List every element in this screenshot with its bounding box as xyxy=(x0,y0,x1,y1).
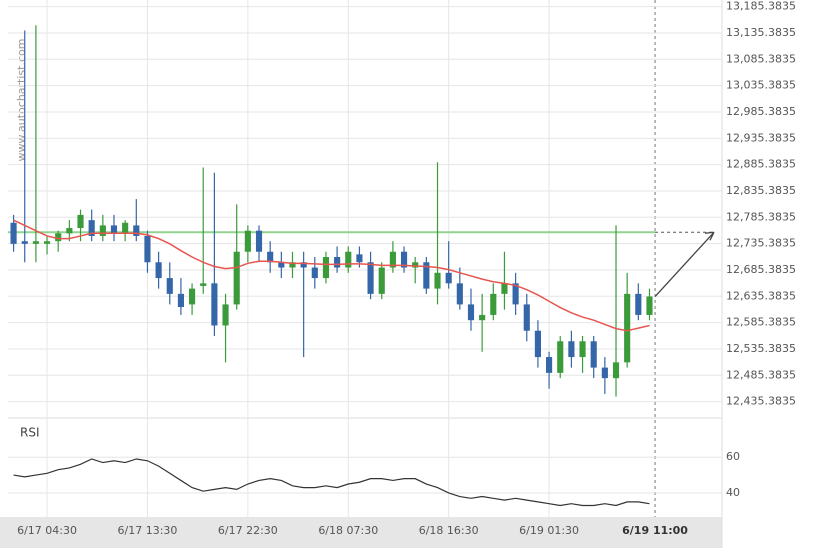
y-tick-label: 12,585.3835 xyxy=(726,316,796,329)
candle-body xyxy=(289,262,296,268)
y-tick-label: 12,635.3835 xyxy=(726,289,796,302)
candle-body xyxy=(367,262,374,294)
candle-body xyxy=(400,251,408,268)
candle-body xyxy=(378,267,385,294)
candle-body xyxy=(189,288,196,305)
x-tick-label: 6/18 07:30 xyxy=(318,524,378,537)
y-tick-label: 12,485.3835 xyxy=(726,368,796,381)
candle-body xyxy=(445,272,452,284)
candle-body xyxy=(255,230,263,252)
candle-body xyxy=(43,241,51,244)
y-tick-label: 12,785.3835 xyxy=(726,210,796,223)
axis-panel xyxy=(722,0,822,518)
candle-body xyxy=(624,293,631,363)
candle-body xyxy=(423,262,430,289)
candle-body xyxy=(579,341,586,358)
candle-body xyxy=(32,241,39,244)
candle-body xyxy=(10,222,17,244)
candle-body xyxy=(155,262,162,279)
candle-body xyxy=(646,296,653,315)
candle-body xyxy=(434,272,441,289)
candle-body xyxy=(88,220,95,236)
moving-average xyxy=(13,219,650,332)
candle-body xyxy=(345,251,352,268)
candle-body xyxy=(133,225,140,236)
candle-body xyxy=(612,362,620,379)
candle-body xyxy=(479,314,486,321)
candle-body xyxy=(144,235,151,263)
x-tick-label: 6/19 11:00 xyxy=(622,524,688,537)
candle-body xyxy=(590,341,597,368)
rsi-title: RSI xyxy=(20,426,40,440)
candle-body xyxy=(267,251,274,263)
x-tick-label: 6/17 22:30 xyxy=(218,524,278,537)
candle-body xyxy=(278,262,285,268)
candle-body xyxy=(211,283,218,326)
candle-body xyxy=(233,251,240,305)
candle-body xyxy=(55,233,62,242)
candle-body xyxy=(200,283,207,286)
candle-body xyxy=(177,293,184,308)
y-tick-label: 13,085.3835 xyxy=(726,52,796,65)
y-tick-label: 12,685.3835 xyxy=(726,263,796,276)
candle-body xyxy=(546,357,553,373)
candle-body xyxy=(389,251,396,268)
candle-body xyxy=(77,214,84,229)
candle-body xyxy=(334,257,341,268)
candle-body xyxy=(568,341,575,358)
candle-body xyxy=(244,230,251,252)
y-tick-label: 13,135.3835 xyxy=(726,26,796,39)
candle-body xyxy=(557,341,564,373)
candle-body xyxy=(311,267,318,279)
y-tick-label: 12,885.3835 xyxy=(726,158,796,171)
rsi-line xyxy=(13,458,650,507)
y-tick-label: 40 xyxy=(726,486,740,499)
candle-body xyxy=(534,330,541,358)
candle-body xyxy=(512,283,519,305)
candle-body xyxy=(222,304,229,326)
y-tick-label: 12,835.3835 xyxy=(726,184,796,197)
candle-body xyxy=(501,283,508,294)
x-tick-label: 6/18 16:30 xyxy=(419,524,479,537)
y-tick-label: 12,535.3835 xyxy=(726,342,796,355)
y-tick-label: 12,435.3835 xyxy=(726,395,796,408)
candle-body xyxy=(356,254,363,263)
y-tick-label: 12,935.3835 xyxy=(726,131,796,144)
projection-arrow xyxy=(654,231,715,297)
y-tick-label: 12,735.3835 xyxy=(726,237,796,250)
y-tick-label: 60 xyxy=(726,450,740,463)
candle-body xyxy=(523,304,530,331)
candle-body xyxy=(99,225,106,236)
y-tick-label: 13,185.3835 xyxy=(726,0,796,13)
y-tick-label: 12,985.3835 xyxy=(726,105,796,118)
watermark: www.autochartist.com xyxy=(15,39,28,162)
y-tick-label: 13,035.3835 xyxy=(726,79,796,92)
x-tick-label: 6/17 13:30 xyxy=(118,524,178,537)
candle-body xyxy=(456,283,463,305)
candle-body xyxy=(412,262,419,268)
candle-body xyxy=(110,225,118,234)
candle-body xyxy=(166,278,173,294)
candle-body xyxy=(122,222,129,234)
x-tick-label: 6/17 04:30 xyxy=(17,524,77,537)
candle-body xyxy=(467,304,475,321)
candle-body xyxy=(490,293,497,315)
arrow-head xyxy=(704,231,715,241)
candle-body xyxy=(66,228,73,234)
candle-body xyxy=(635,293,642,315)
x-tick-label: 6/19 01:30 xyxy=(519,524,579,537)
x-axis-band xyxy=(0,517,722,548)
candle-body xyxy=(300,262,307,268)
candle-body xyxy=(21,241,28,244)
candle-body xyxy=(322,257,330,279)
candle-body xyxy=(601,367,608,379)
